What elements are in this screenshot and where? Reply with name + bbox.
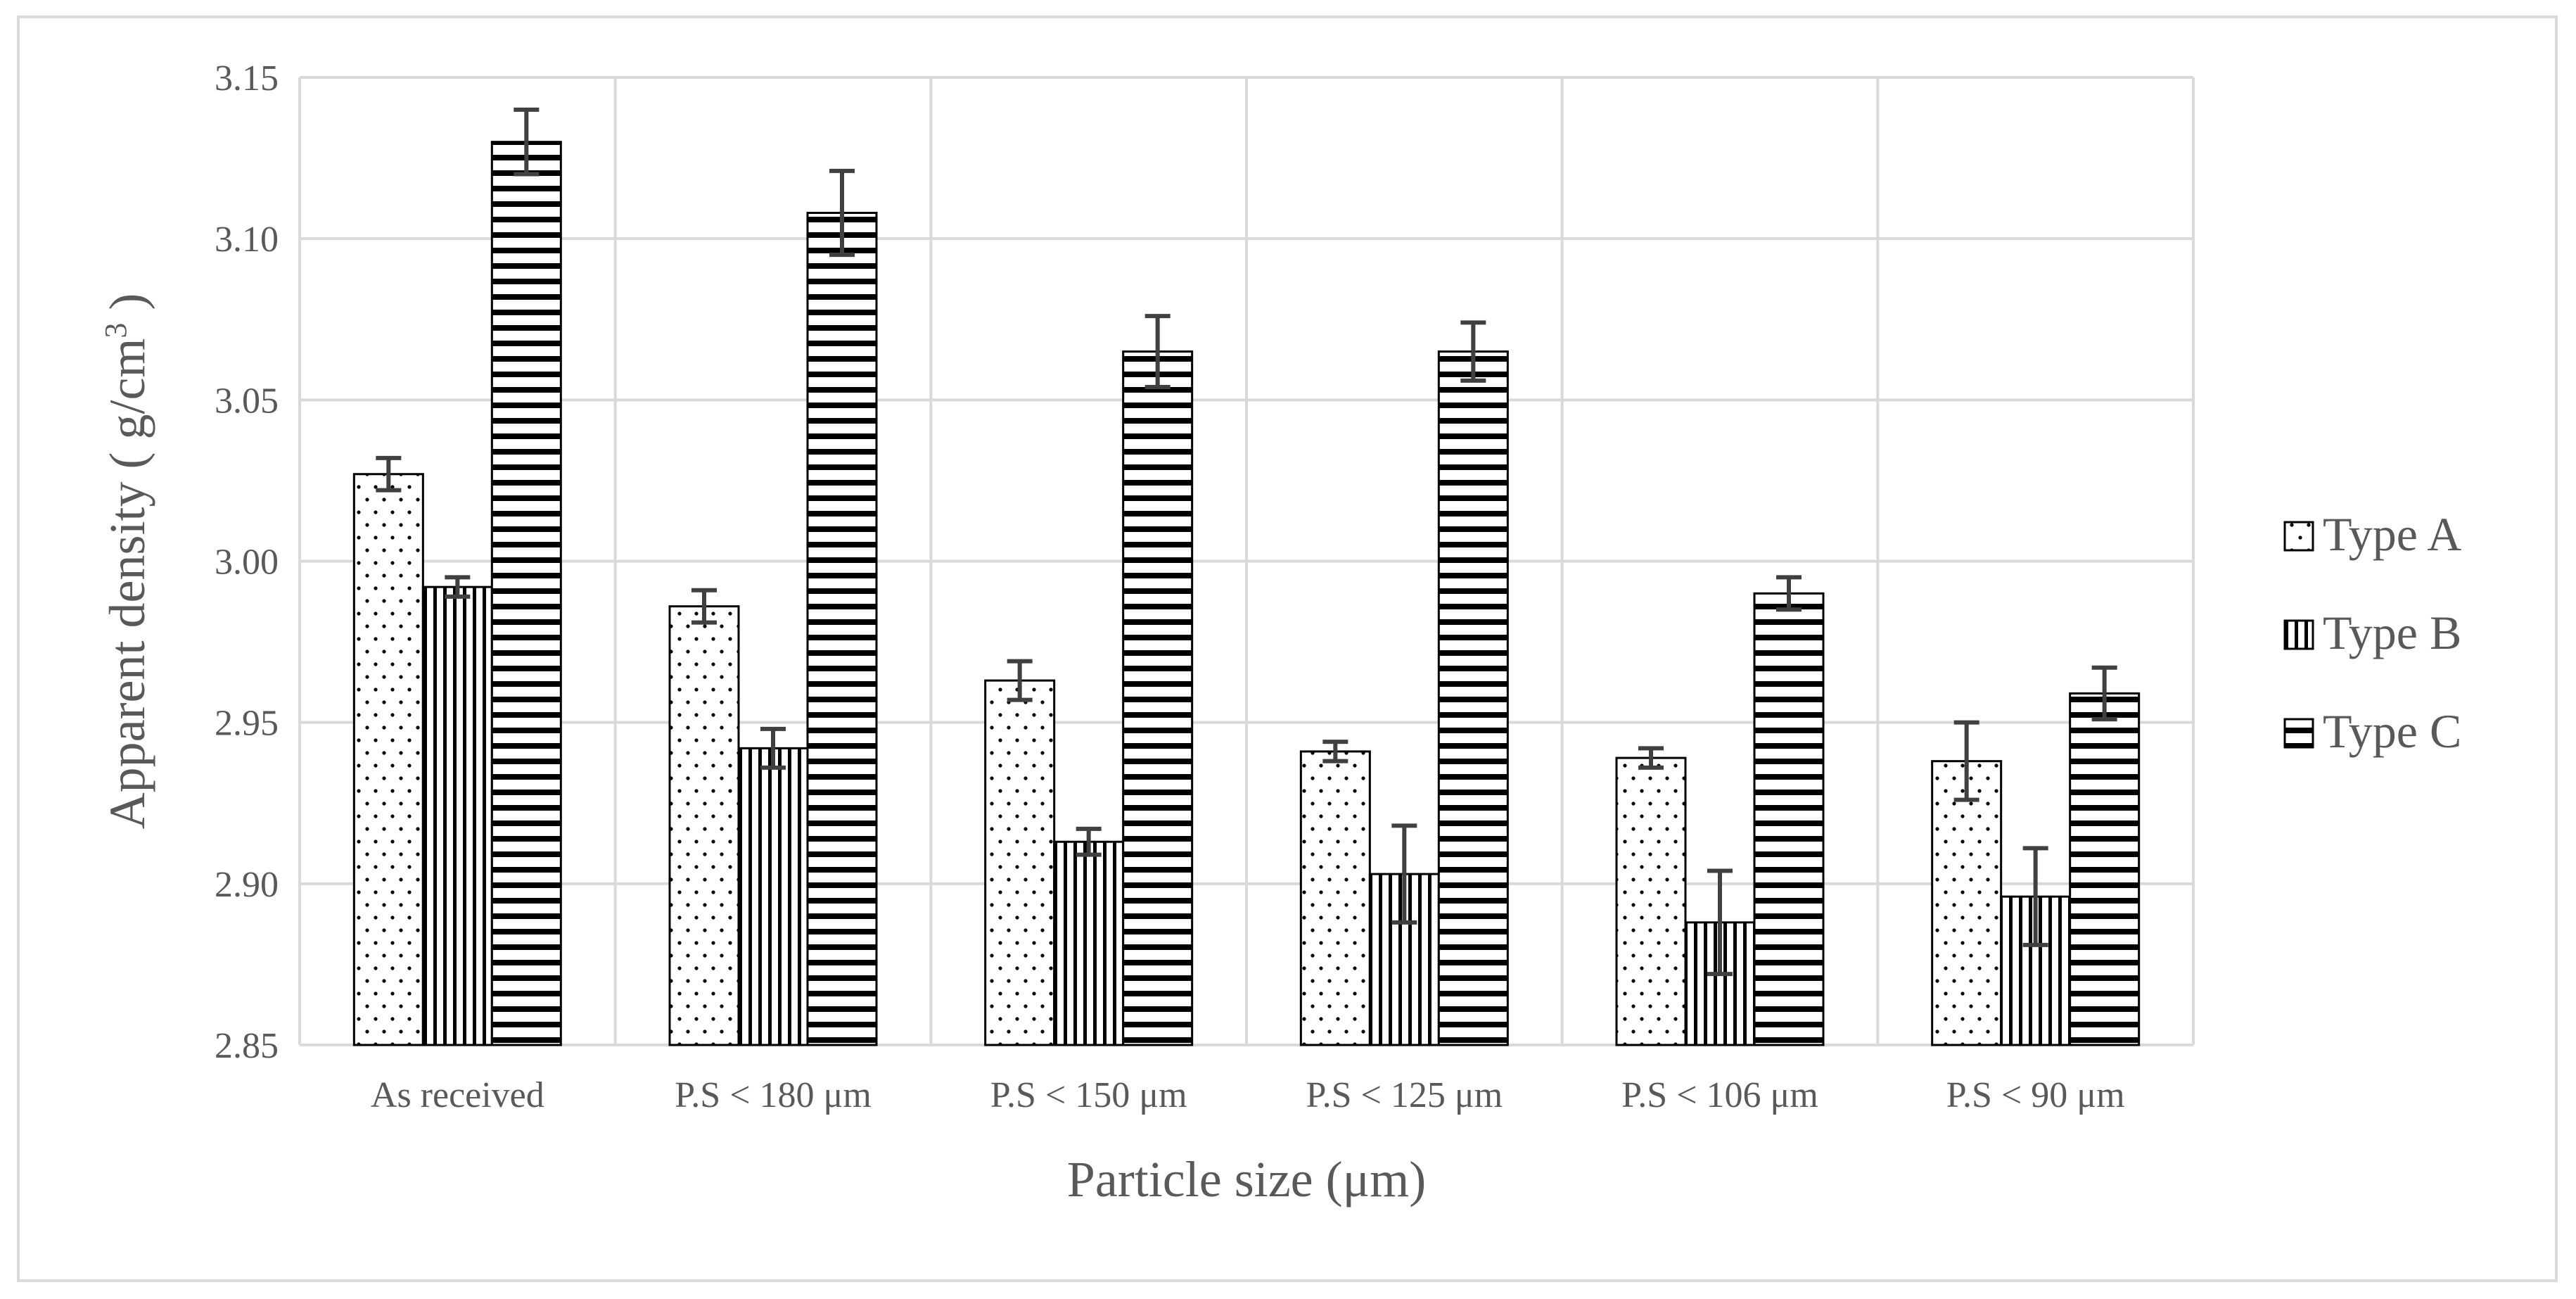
- legend: Type A Type B Type C: [2283, 507, 2461, 758]
- gridlines: [298, 76, 2195, 1046]
- error-bar: [1322, 740, 1348, 763]
- bar-type-a: [1299, 750, 1371, 1046]
- error-bar: [2022, 846, 2048, 947]
- y-axis-title-main: Apparent density ( g/cm: [99, 338, 155, 830]
- error-bar: [2091, 665, 2117, 722]
- error-bar: [829, 168, 855, 258]
- y-tick-label: 2.90: [215, 865, 279, 905]
- x-tick-label: P.S < 125 μm: [1306, 1075, 1503, 1115]
- bar-type-b: [1053, 840, 1125, 1046]
- error-bar: [760, 726, 786, 770]
- error-bar: [445, 575, 471, 599]
- y-axis-title-end: ): [99, 293, 155, 323]
- bar-type-c: [1753, 592, 1825, 1046]
- error-bar: [1460, 320, 1486, 383]
- y-axis-title: Apparent density ( g/cm3 ): [98, 293, 155, 830]
- error-bar: [1391, 823, 1417, 925]
- legend-label: Type B: [2323, 606, 2461, 659]
- y-tick-label: 3.05: [215, 381, 279, 421]
- error-bar: [1953, 720, 1979, 802]
- bar-type-b: [737, 747, 809, 1046]
- error-bar: [514, 107, 540, 177]
- bar-type-a: [984, 679, 1056, 1046]
- error-bar: [1144, 314, 1171, 389]
- y-tick-label: 2.95: [215, 704, 279, 744]
- bar-type-a: [352, 473, 424, 1046]
- bar-type-a: [668, 605, 740, 1046]
- legend-swatch: [2283, 619, 2314, 650]
- error-bar: [1007, 659, 1033, 702]
- legend-swatch: [2283, 521, 2314, 552]
- error-bar: [376, 455, 402, 493]
- y-tick-label: 2.85: [215, 1026, 279, 1066]
- x-tick-label: P.S < 106 μm: [1621, 1075, 1818, 1115]
- legend-label: Type C: [2323, 704, 2461, 758]
- bar-type-c: [2069, 692, 2141, 1046]
- legend-item-type-c: Type C: [2283, 704, 2461, 758]
- x-tick-label: P.S < 150 μm: [990, 1075, 1187, 1115]
- y-tick-label: 3.10: [215, 220, 279, 260]
- y-axis-tick-labels: 2.85 2.90 2.95 3.00 3.05 3.10 3.15: [215, 58, 279, 1066]
- y-tick-label: 3.00: [215, 543, 279, 583]
- legend-swatch: [2283, 718, 2314, 749]
- error-bar: [691, 588, 717, 625]
- legend-label: Type A: [2323, 507, 2461, 561]
- error-bar: [1076, 826, 1102, 857]
- bar-type-c: [806, 212, 878, 1046]
- bar-type-c: [1122, 350, 1194, 1046]
- x-tick-label: P.S < 90 μm: [1946, 1075, 2125, 1115]
- error-bars: [376, 107, 2117, 977]
- bar-type-a: [1931, 760, 2003, 1046]
- error-bar: [1776, 575, 1802, 612]
- x-axis-tick-labels: As received P.S < 180 μm P.S < 150 μm P.S <…: [371, 1075, 2125, 1115]
- error-bar: [1638, 746, 1664, 770]
- x-tick-label: As received: [371, 1075, 544, 1115]
- legend-item-type-a: Type A: [2283, 507, 2461, 561]
- bar-type-a: [1615, 756, 1687, 1046]
- bar-type-c: [1437, 350, 1509, 1046]
- x-tick-label: P.S < 180 μm: [675, 1075, 872, 1115]
- y-tick-label: 3.15: [215, 58, 279, 99]
- x-axis-title: Particle size (μm): [1067, 1151, 1426, 1208]
- bars: [352, 141, 2141, 1046]
- error-bar: [1707, 868, 1733, 977]
- y-axis-title-superscript: 3: [98, 323, 133, 338]
- bar-type-c: [490, 141, 562, 1046]
- legend-item-type-b: Type B: [2283, 606, 2461, 659]
- bar-type-b: [421, 585, 493, 1046]
